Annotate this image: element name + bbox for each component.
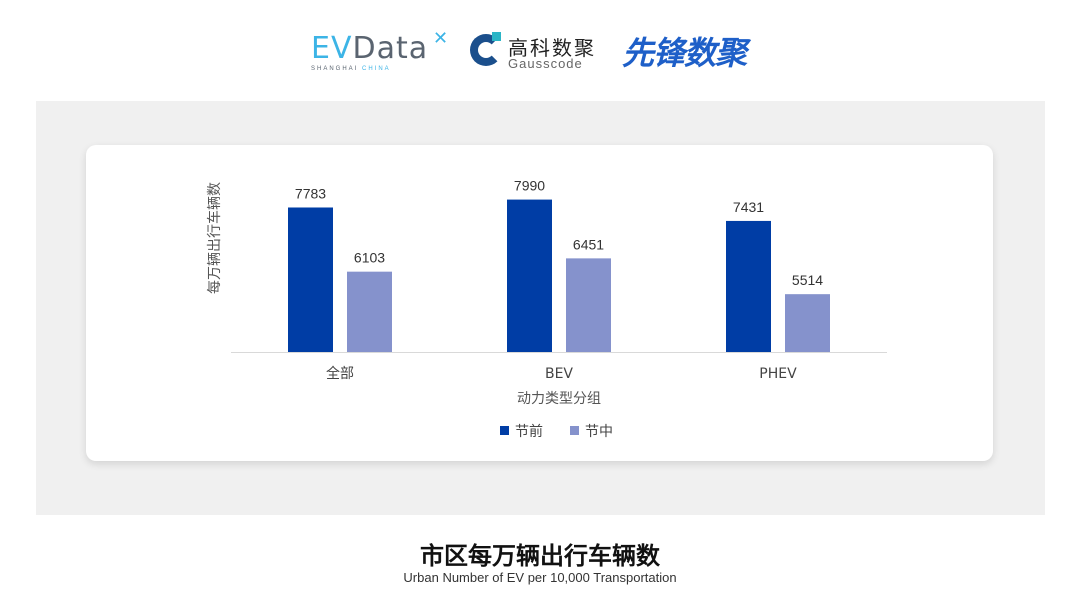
logo-bar: EVData ✕ SHANGHAI CHINA 高科数聚 Gausscode 先… (0, 26, 1080, 76)
legend-label: 节前 (515, 423, 543, 440)
legend-swatch (570, 426, 579, 435)
bar-PHEV-节前 (726, 220, 771, 352)
x-axis-label: 动力类型分组 (517, 391, 601, 407)
gausscode-cn: 高科数聚 (508, 38, 596, 60)
xianfeng-logo: 先锋数聚 (622, 34, 747, 72)
bar-BEV-节中 (566, 258, 611, 352)
data-label: 6103 (354, 250, 385, 266)
gausscode-mark-icon (470, 34, 502, 66)
data-label: 7431 (733, 199, 764, 215)
gausscode-square-icon (492, 32, 501, 41)
bar-全部-节前 (288, 207, 333, 352)
data-label: 5514 (792, 272, 823, 288)
evdata-logo: EVData ✕ SHANGHAI CHINA (311, 28, 448, 72)
page-subtitle: Urban Number of EV per 10,000 Transporta… (403, 570, 677, 585)
x-tick-label: PHEV (759, 366, 797, 382)
evdata-logo-ev: EV (311, 31, 353, 66)
bar-PHEV-节中 (785, 294, 830, 352)
x-tick-label: BEV (545, 366, 573, 382)
evdata-sub-china: CHINA (362, 66, 391, 72)
x-tick-label: 全部 (326, 365, 354, 382)
data-label: 6451 (573, 236, 604, 252)
evdata-x-icon: ✕ (433, 28, 449, 48)
evdata-sub-shanghai: SHANGHAI (311, 66, 359, 72)
legend-label: 节中 (585, 424, 613, 440)
gausscode-en: Gausscode (508, 56, 583, 71)
bar-全部-节中 (347, 271, 392, 352)
data-label: 7990 (514, 178, 545, 194)
bar-BEV-节前 (507, 199, 552, 352)
legend-swatch (500, 426, 509, 435)
data-label: 7783 (295, 185, 326, 201)
evdata-logo-data: Data (352, 31, 429, 66)
y-axis-label: 每万辆出行车辆数 (206, 182, 223, 294)
page-title: 市区每万辆出行车辆数 (420, 542, 660, 570)
